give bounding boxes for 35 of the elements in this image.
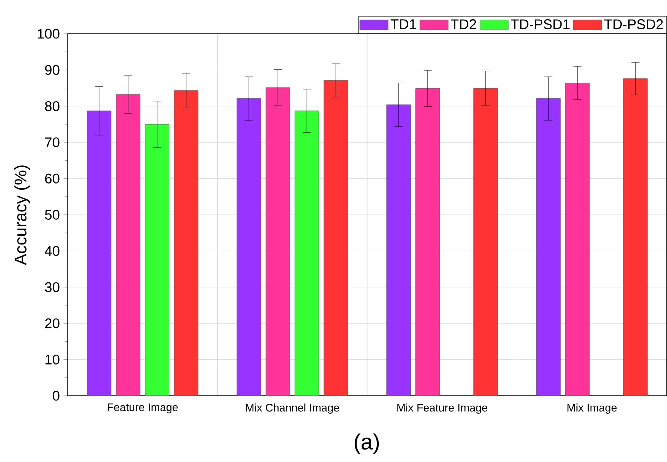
legend-label: TD-PSD1 — [511, 20, 570, 30]
text: (a) — [354, 434, 380, 454]
y-tick-label: 10 — [46, 354, 60, 365]
legend-label: TD1 — [390, 20, 416, 30]
y-tick-label: 0 — [53, 391, 60, 401]
bar — [474, 88, 498, 396]
bar — [87, 110, 112, 396]
bar — [294, 110, 320, 396]
legend-label: TD2 — [450, 20, 476, 30]
bar — [416, 88, 440, 396]
x-tick-label: Mix Image — [568, 404, 617, 414]
y-tick-label: 50 — [45, 210, 60, 220]
bar — [536, 98, 561, 396]
bar — [116, 94, 141, 396]
bar — [236, 98, 262, 396]
x-tick-label: Mix Feature Image — [398, 404, 488, 414]
y-tick-label: 40 — [45, 246, 60, 256]
y-tick-label: 100 — [38, 29, 60, 39]
bar — [565, 83, 590, 396]
bar — [145, 124, 170, 396]
bar — [623, 78, 648, 396]
y-tick-label: 60 — [45, 174, 60, 184]
y-tick-label: 70 — [45, 138, 60, 148]
y-tick-label: 80 — [45, 101, 60, 112]
bar — [266, 88, 290, 396]
y-tick-label: 90 — [45, 65, 60, 76]
x-tick-label: Feature Image — [108, 404, 178, 414]
y-tick-label: 20 — [45, 318, 60, 329]
x-tick-label: Mix Channel Image — [246, 404, 340, 414]
legend-label: TD-PSD2 — [604, 20, 664, 30]
y-tick-label: 30 — [45, 282, 60, 292]
bar — [386, 104, 412, 396]
y-axis-title: Accuracy (%) — [14, 166, 30, 266]
bar — [324, 80, 348, 396]
bar — [174, 90, 199, 396]
